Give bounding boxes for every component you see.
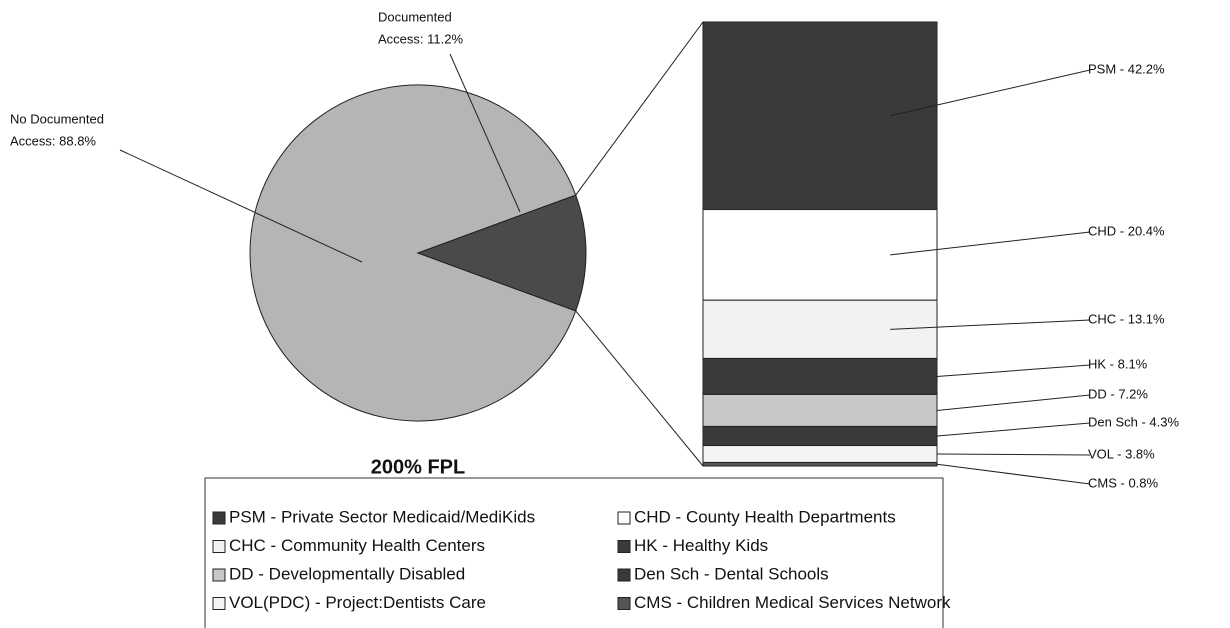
legend-swatch (212, 540, 226, 553)
leader-line (890, 319, 1091, 330)
chart-title: 200% FPL (371, 456, 465, 478)
bar-segment (702, 357, 938, 395)
leader-line (936, 422, 1091, 437)
bar-segment (702, 209, 938, 301)
legend-label: VOL(PDC) - Project:Dentists Care (229, 593, 486, 612)
pie-slice (416, 194, 587, 312)
pie-label: No Documented (10, 111, 104, 126)
pie-label: Access: 88.8% (10, 133, 96, 148)
legend-swatch (617, 597, 631, 610)
bar-segment (702, 461, 938, 467)
connector (575, 310, 704, 467)
bar-segment (702, 393, 938, 427)
legend-swatch (617, 540, 631, 553)
leader-line (936, 463, 1091, 485)
legend-swatch (212, 597, 226, 610)
bar-segment (702, 425, 938, 447)
leader-line (890, 69, 1091, 117)
legend-label: DD - Developmentally Disabled (229, 564, 465, 583)
pie-label: Access: 11.2% (378, 31, 463, 46)
pie-slice (249, 84, 577, 422)
leader-line (119, 149, 363, 263)
bar-label: HK - 8.1% (1088, 356, 1148, 371)
bar-label: CMS - 0.8% (1088, 475, 1159, 490)
leader-line (890, 231, 1091, 256)
bar-segment (702, 21, 938, 211)
legend-label: CHC - Community Health Centers (229, 536, 485, 555)
pie-label: Documented (378, 9, 452, 24)
bar-label: PSM - 42.2% (1088, 61, 1165, 76)
legend-swatch (617, 511, 631, 525)
bar-label: CHC - 13.1% (1088, 311, 1165, 326)
legend-label: CHD - County Health Departments (634, 507, 896, 526)
leader-line (936, 394, 1091, 411)
legend-swatch (212, 568, 226, 582)
bar-label: CHD - 20.4% (1088, 223, 1165, 238)
legend-label: PSM - Private Sector Medicaid/MediKids (229, 507, 535, 526)
connector (575, 21, 704, 196)
bar-segment (702, 445, 938, 463)
bar-segment (702, 299, 938, 359)
legend-label: Den Sch - Dental Schools (634, 564, 829, 583)
legend-swatch (212, 511, 226, 525)
legend-label: HK - Healthy Kids (634, 536, 768, 555)
leader-line (936, 364, 1091, 377)
legend-box (204, 477, 944, 628)
bar-label: VOL - 3.8% (1088, 446, 1155, 461)
legend-label: CMS - Children Medical Services Network (634, 593, 951, 612)
bar-label: Den Sch - 4.3% (1088, 414, 1179, 429)
legend-swatch (617, 568, 631, 582)
leader-line (936, 453, 1091, 456)
leader-line (449, 53, 521, 213)
bar-label: DD - 7.2% (1088, 386, 1148, 401)
